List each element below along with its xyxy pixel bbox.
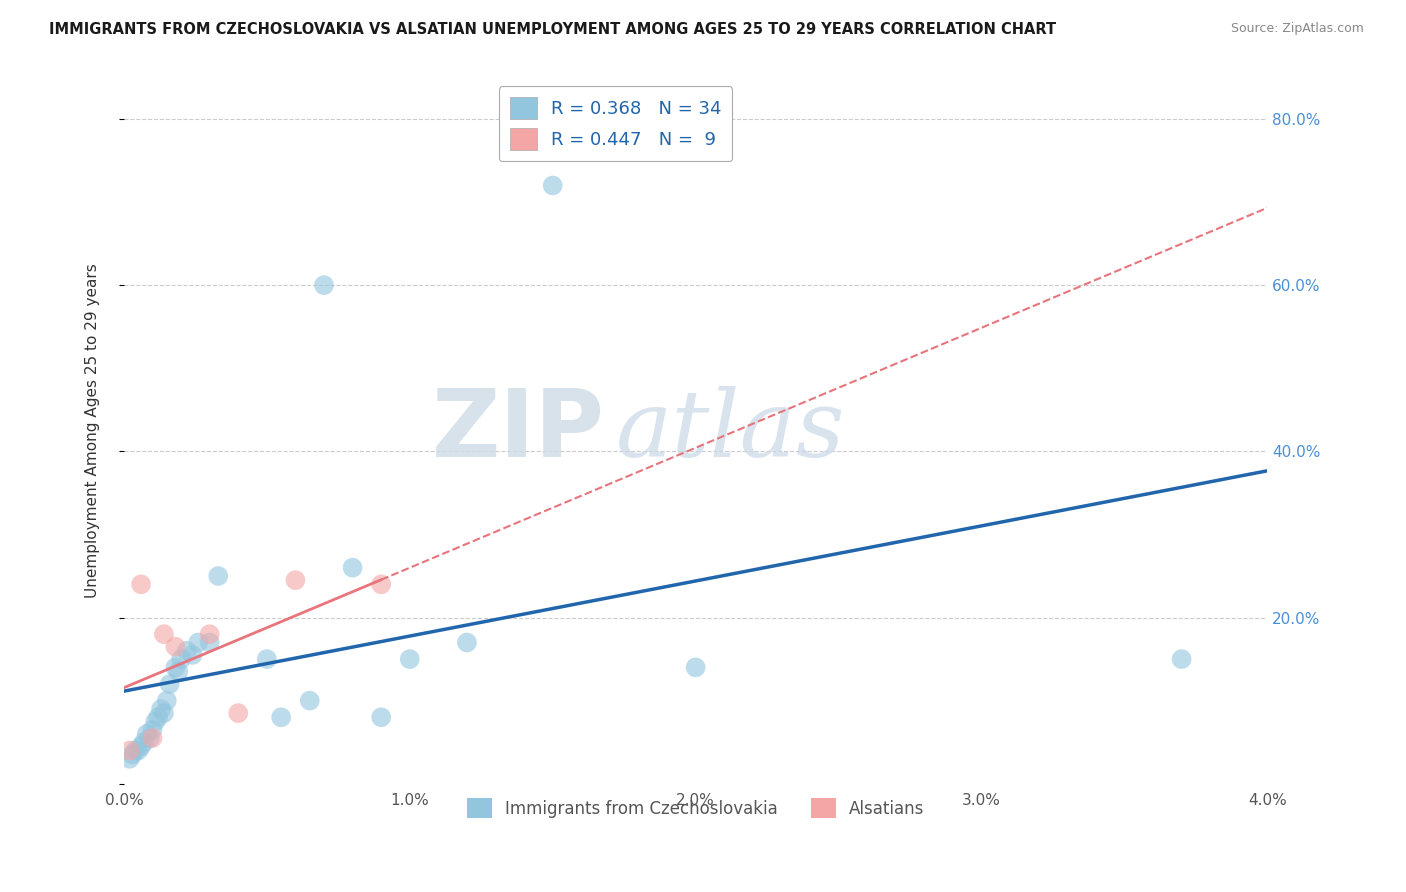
Point [129, 577, 152, 591]
Point [198, 635, 221, 649]
Point [198, 627, 221, 641]
Point [370, 577, 392, 591]
Point [226, 706, 249, 720]
Point [124, 743, 146, 757]
Point [118, 743, 141, 757]
Point [127, 743, 149, 757]
Text: Source: ZipAtlas.com: Source: ZipAtlas.com [1230, 22, 1364, 36]
Point [284, 573, 307, 587]
Point [167, 665, 190, 679]
Point [187, 635, 209, 649]
Point [207, 569, 229, 583]
Point [141, 731, 163, 745]
Point [541, 178, 564, 193]
Point [176, 644, 198, 658]
Point [312, 278, 335, 293]
Text: atlas: atlas [616, 385, 845, 475]
Point [135, 727, 157, 741]
Point [132, 735, 155, 749]
Point [141, 723, 163, 737]
Point [398, 652, 420, 666]
Point [298, 693, 321, 707]
Text: IMMIGRANTS FROM CZECHOSLOVAKIA VS ALSATIAN UNEMPLOYMENT AMONG AGES 25 TO 29 YEAR: IMMIGRANTS FROM CZECHOSLOVAKIA VS ALSATI… [49, 22, 1056, 37]
Point [150, 702, 173, 716]
Y-axis label: Unemployment Among Ages 25 to 29 years: Unemployment Among Ages 25 to 29 years [86, 263, 100, 598]
Point [143, 714, 166, 729]
Point [685, 660, 707, 674]
Point [129, 739, 152, 754]
Text: ZIP: ZIP [432, 384, 605, 476]
Point [138, 731, 160, 745]
Point [165, 660, 187, 674]
Point [148, 710, 170, 724]
Point [342, 560, 364, 574]
Point [181, 648, 204, 662]
Point [153, 627, 176, 641]
Point [165, 640, 187, 654]
Point [370, 710, 392, 724]
Point [1170, 652, 1192, 666]
Point [153, 706, 176, 720]
Point [121, 747, 143, 762]
Point [456, 635, 478, 649]
Point [170, 652, 193, 666]
Point [156, 693, 179, 707]
Point [256, 652, 278, 666]
Point [159, 677, 181, 691]
Point [118, 752, 141, 766]
Legend: Immigrants from Czechoslovakia, Alsatians: Immigrants from Czechoslovakia, Alsatian… [460, 791, 931, 825]
Point [270, 710, 292, 724]
